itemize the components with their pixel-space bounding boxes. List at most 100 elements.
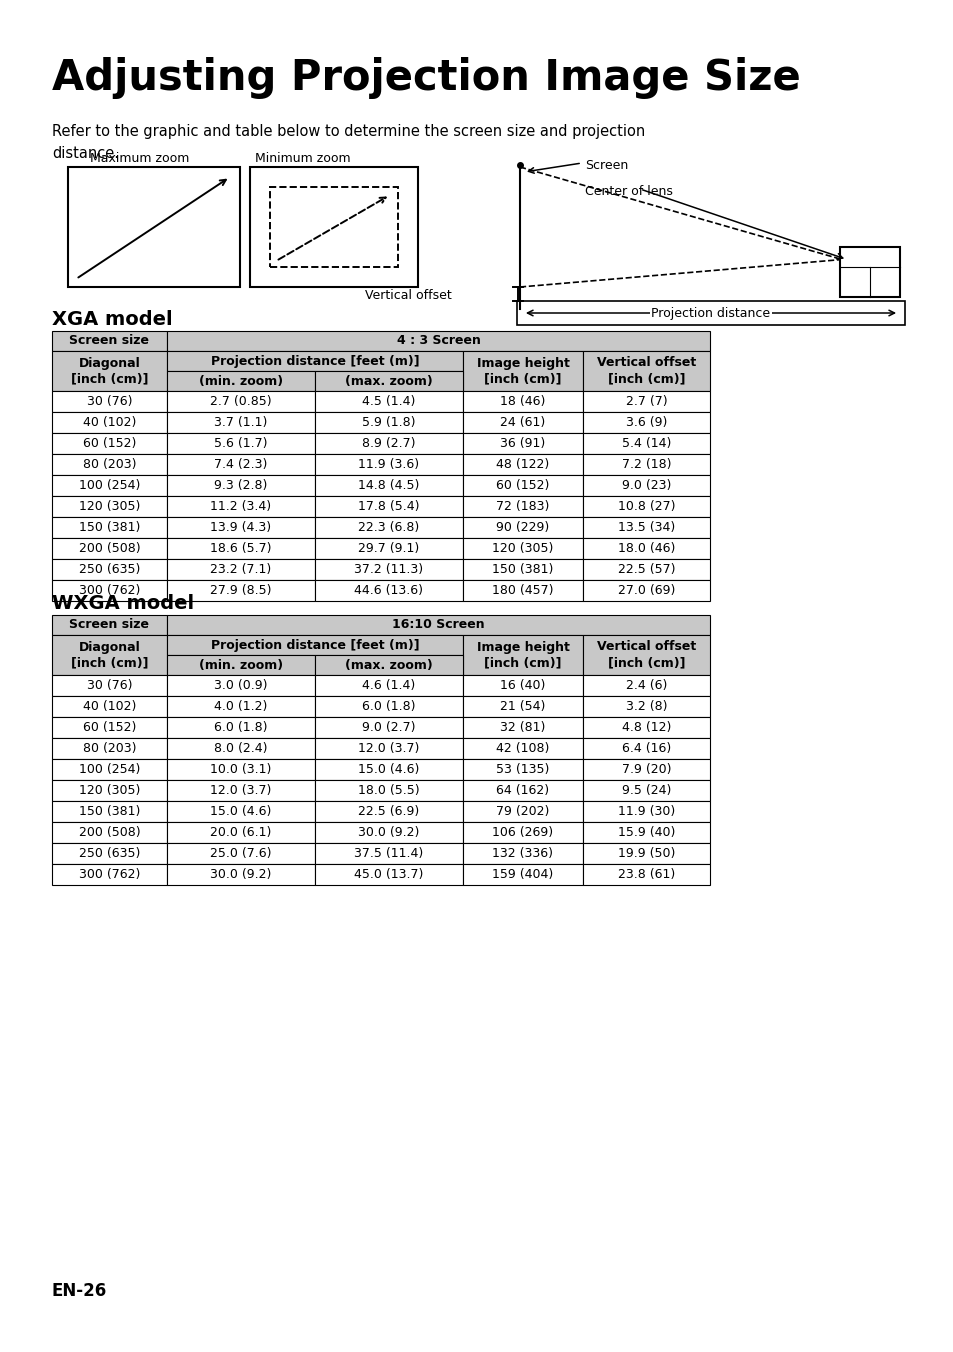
Bar <box>582 496 709 516</box>
Bar <box>167 864 314 886</box>
Text: Diagonal
[inch (cm)]: Diagonal [inch (cm)] <box>71 641 148 669</box>
Bar <box>314 675 462 696</box>
Bar <box>167 454 314 475</box>
Bar <box>167 331 709 352</box>
Text: 19.9 (50): 19.9 (50) <box>618 846 675 860</box>
Text: 12.0 (3.7): 12.0 (3.7) <box>358 742 419 754</box>
Bar <box>314 475 462 496</box>
Text: (max. zoom): (max. zoom) <box>345 375 433 388</box>
Bar <box>314 738 462 758</box>
Text: 13.9 (4.3): 13.9 (4.3) <box>211 521 272 534</box>
Text: (max. zoom): (max. zoom) <box>345 658 433 672</box>
Text: 18.0 (5.5): 18.0 (5.5) <box>357 784 419 796</box>
Text: 40 (102): 40 (102) <box>83 700 136 713</box>
Text: 150 (381): 150 (381) <box>492 562 553 576</box>
Bar <box>52 580 167 602</box>
Bar <box>314 822 462 844</box>
Bar <box>167 654 314 675</box>
Bar <box>582 822 709 844</box>
Bar <box>582 635 709 675</box>
Bar <box>314 580 462 602</box>
Text: 60 (152): 60 (152) <box>496 479 549 492</box>
Bar <box>52 516 167 538</box>
Bar <box>314 780 462 800</box>
Bar <box>582 454 709 475</box>
Text: 36 (91): 36 (91) <box>500 437 545 450</box>
Bar <box>314 370 462 391</box>
Bar <box>314 433 462 454</box>
Text: 11.2 (3.4): 11.2 (3.4) <box>211 500 272 512</box>
Bar <box>52 635 167 675</box>
Text: 8.0 (2.4): 8.0 (2.4) <box>214 742 268 754</box>
Bar <box>582 391 709 412</box>
Text: 300 (762): 300 (762) <box>79 868 140 882</box>
Text: 18 (46): 18 (46) <box>499 395 545 408</box>
Bar <box>462 516 582 538</box>
Bar <box>582 844 709 864</box>
Bar <box>582 864 709 886</box>
Bar <box>314 454 462 475</box>
Bar <box>52 800 167 822</box>
Bar <box>52 738 167 758</box>
Text: 80 (203): 80 (203) <box>83 742 136 754</box>
Text: 14.8 (4.5): 14.8 (4.5) <box>358 479 419 492</box>
Text: 106 (269): 106 (269) <box>492 826 553 840</box>
Text: 3.6 (9): 3.6 (9) <box>625 416 666 429</box>
Text: Vertical offset: Vertical offset <box>365 289 452 301</box>
Bar <box>250 168 417 287</box>
Bar <box>167 615 709 635</box>
Text: 4.0 (1.2): 4.0 (1.2) <box>214 700 268 713</box>
Text: 37.2 (11.3): 37.2 (11.3) <box>355 562 423 576</box>
Text: WXGA model: WXGA model <box>52 594 193 612</box>
Text: 4.8 (12): 4.8 (12) <box>621 721 671 734</box>
Text: 72 (183): 72 (183) <box>496 500 549 512</box>
Text: 300 (762): 300 (762) <box>79 584 140 598</box>
Text: 9.3 (2.8): 9.3 (2.8) <box>214 479 268 492</box>
Text: 90 (229): 90 (229) <box>496 521 549 534</box>
Text: EN-26: EN-26 <box>52 1282 107 1301</box>
Bar <box>167 738 314 758</box>
Text: 120 (305): 120 (305) <box>79 500 140 512</box>
Text: 11.9 (3.6): 11.9 (3.6) <box>358 458 419 470</box>
Bar <box>52 822 167 844</box>
Bar <box>167 538 314 558</box>
Bar <box>167 516 314 538</box>
Bar <box>582 738 709 758</box>
Text: 12.0 (3.7): 12.0 (3.7) <box>210 784 272 796</box>
Bar <box>314 758 462 780</box>
Text: 5.4 (14): 5.4 (14) <box>621 437 671 450</box>
Text: 60 (152): 60 (152) <box>83 721 136 734</box>
Text: 30.0 (9.2): 30.0 (9.2) <box>210 868 272 882</box>
Bar <box>167 352 462 370</box>
Bar <box>167 433 314 454</box>
Bar <box>314 717 462 738</box>
Text: Projection distance: Projection distance <box>651 307 770 320</box>
Text: 9.5 (24): 9.5 (24) <box>621 784 671 796</box>
Text: 80 (203): 80 (203) <box>83 458 136 470</box>
Bar <box>167 675 314 696</box>
Text: 53 (135): 53 (135) <box>496 763 549 776</box>
Text: 7.4 (2.3): 7.4 (2.3) <box>214 458 268 470</box>
Text: 23.2 (7.1): 23.2 (7.1) <box>211 562 272 576</box>
Text: 5.9 (1.8): 5.9 (1.8) <box>362 416 416 429</box>
Text: 15.0 (4.6): 15.0 (4.6) <box>358 763 419 776</box>
Bar <box>52 538 167 558</box>
Bar <box>462 538 582 558</box>
Text: Image height
[inch (cm)]: Image height [inch (cm)] <box>476 357 569 385</box>
Bar <box>52 615 167 635</box>
Text: 100 (254): 100 (254) <box>79 479 140 492</box>
Bar <box>52 675 167 696</box>
Text: 29.7 (9.1): 29.7 (9.1) <box>358 542 419 556</box>
Text: 18.0 (46): 18.0 (46) <box>618 542 675 556</box>
Bar <box>314 558 462 580</box>
Bar <box>314 412 462 433</box>
Bar <box>314 864 462 886</box>
Text: 64 (162): 64 (162) <box>496 784 549 796</box>
Bar <box>582 352 709 391</box>
Bar <box>462 635 582 675</box>
Text: 200 (508): 200 (508) <box>78 826 140 840</box>
Bar <box>167 635 462 654</box>
Text: 30 (76): 30 (76) <box>87 395 132 408</box>
Text: 7.2 (18): 7.2 (18) <box>621 458 671 470</box>
Text: 16 (40): 16 (40) <box>499 679 545 692</box>
